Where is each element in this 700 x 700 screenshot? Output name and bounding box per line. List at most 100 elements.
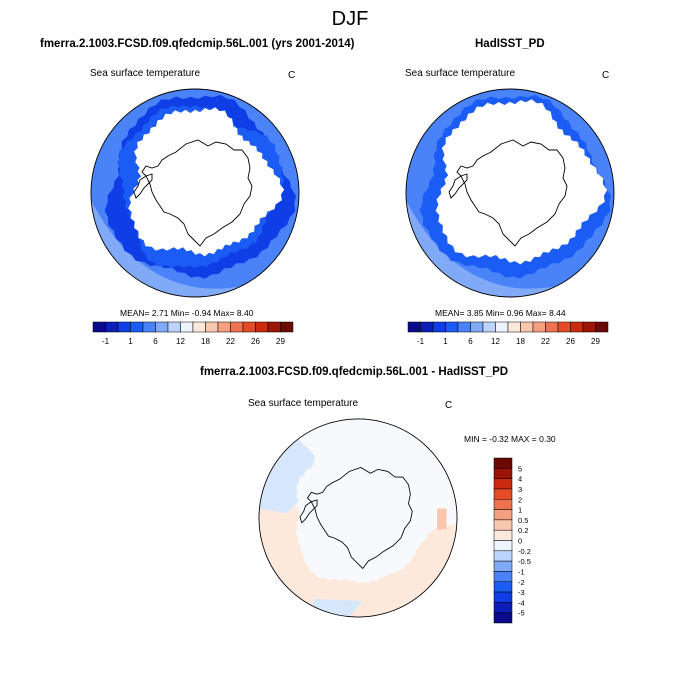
antarctica-coastline [141, 139, 253, 247]
colorbar-swatch [582, 321, 596, 333]
colorbar-tick-label: -1 [417, 337, 425, 346]
panel-2-stats: MEAN= 3.85 Min= 0.96 Max= 8.44 [435, 308, 566, 318]
colorbar-swatch [493, 468, 513, 479]
colorbar-tick-label: 29 [276, 337, 285, 346]
colorbar-swatch [570, 321, 584, 333]
colorbar-swatch [493, 529, 513, 541]
colorbar-swatch [493, 602, 513, 613]
colorbar-swatch [493, 540, 513, 552]
panel-3-stats: MIN = -0.32 MAX = 0.30 [464, 434, 556, 444]
colorbar-swatch [545, 321, 559, 333]
colorbar-swatch [242, 321, 256, 333]
panel-1-colorbar: -1 1 6 12 18 22 26 29 [92, 321, 294, 346]
map-boundary [258, 418, 458, 618]
panel-1-title: fmerra.2.1003.FCSD.f09.qfedcmip.56L.001 … [40, 38, 355, 50]
colorbar-tick-label: 22 [541, 337, 550, 346]
colorbar-swatch [167, 321, 181, 333]
map-boundary [90, 88, 300, 298]
panel-2-units: C [602, 70, 610, 81]
sea-ice-region [128, 107, 285, 257]
colorbar-swatch [155, 321, 169, 333]
colorbar-tick-label: -4 [518, 598, 525, 607]
colorbar-swatch [595, 321, 609, 333]
colorbar-tick-label: -3 [518, 588, 525, 597]
panel-3-units: C [445, 400, 453, 411]
colorbar-swatch [493, 571, 513, 582]
difference-title: fmerra.2.1003.FCSD.f09.qfedcmip.56L.001 … [200, 366, 509, 378]
colorbar-tick-label: 0.2 [518, 526, 528, 535]
colorbar-tick-label: 6 [468, 337, 473, 346]
panel-1-units: C [288, 70, 296, 81]
colorbar-tick-label: -1 [518, 567, 525, 576]
colorbar-swatch [482, 321, 496, 333]
colorbar-swatch [280, 321, 294, 333]
antarctica-coastline [306, 467, 413, 570]
panel-1-polar-map [90, 88, 300, 298]
colorbar-swatch [117, 321, 131, 333]
colorbar-tick-label: -1 [102, 337, 110, 346]
figure-title: DJF [331, 8, 369, 30]
colorbar-tick-label: 18 [201, 337, 210, 346]
colorbar-swatch [230, 321, 244, 333]
colorbar-swatch [432, 321, 446, 333]
colorbar-swatch [493, 581, 513, 593]
colorbar-swatch [520, 321, 534, 333]
colorbar-swatch [445, 321, 459, 333]
ocean-warm-band [406, 198, 614, 297]
sea-ice-region [435, 99, 608, 265]
colorbar-swatch [217, 321, 231, 333]
colorbar-swatch [180, 321, 194, 333]
colorbar-swatch [420, 321, 434, 333]
colorbar-swatch [493, 612, 513, 624]
colorbar-swatch [557, 321, 571, 333]
colorbar-swatch [142, 321, 156, 333]
panel-2-polar-map [405, 88, 615, 298]
antarctic-peninsula-coastline [448, 173, 468, 199]
antarctica-coastline [456, 139, 568, 247]
panel-3-colorbar: 5 432 10.50.2 0-0.2-0.5-1 -2-3-4 -5 [493, 457, 531, 624]
colorbar-swatch [255, 321, 269, 333]
colorbar-tick-label: 29 [591, 337, 600, 346]
colorbar-swatch [192, 321, 206, 333]
colorbar-tick-label: 1 [443, 337, 448, 346]
colorbar-swatch [493, 478, 513, 490]
colorbar-tick-label: 1 [128, 337, 133, 346]
colorbar-tick-label: 2 [518, 495, 522, 504]
colorbar-swatch [493, 560, 513, 572]
colorbar-tick-label: -0.2 [518, 547, 531, 556]
colorbar-swatch [457, 321, 471, 333]
panel-2-variable: Sea surface temperature [405, 68, 516, 79]
colorbar-swatch [493, 457, 513, 469]
colorbar-swatch [507, 321, 521, 333]
panel-2-colorbar: -1 1 6 12 18 22 26 29 [407, 321, 609, 346]
colorbar-swatch [493, 509, 513, 521]
panel-3-polar-map [258, 418, 458, 618]
antarctic-peninsula-coastline [133, 173, 153, 199]
sea-ice-region [295, 444, 437, 584]
colorbar-swatch [205, 321, 219, 333]
panel-1-stats: MEAN= 2.71 Min= -0.94 Max= 8.40 [120, 308, 254, 318]
panel-1-variable: Sea surface temperature [90, 68, 201, 79]
colorbar-tick-label: 1 [518, 506, 522, 515]
colorbar-tick-label: 6 [153, 337, 158, 346]
colorbar-tick-label: 5 [518, 464, 522, 473]
colorbar-tick-label: -0.5 [518, 557, 531, 566]
colorbar-tick-label: 3 [518, 485, 522, 494]
colorbar-tick-label: 18 [516, 337, 525, 346]
colorbar-tick-label: 22 [226, 337, 235, 346]
colorbar-tick-label: 0.5 [518, 516, 528, 525]
colorbar-swatch [92, 321, 106, 333]
colorbar-tick-label: 0 [518, 537, 522, 546]
colorbar-swatch [493, 499, 513, 510]
panel-3-variable: Sea surface temperature [248, 398, 359, 409]
colorbar-tick-label: 12 [491, 337, 500, 346]
ocean-warm-band [91, 198, 299, 297]
colorbar-swatch [493, 488, 513, 500]
panel-2-title: HadISST_PD [475, 38, 545, 50]
antarctic-peninsula-coastline [299, 499, 318, 524]
colorbar-swatch [493, 591, 513, 603]
colorbar-swatch [470, 321, 484, 333]
colorbar-swatch [105, 321, 119, 333]
map-boundary [405, 88, 615, 298]
colorbar-swatch [407, 321, 421, 333]
